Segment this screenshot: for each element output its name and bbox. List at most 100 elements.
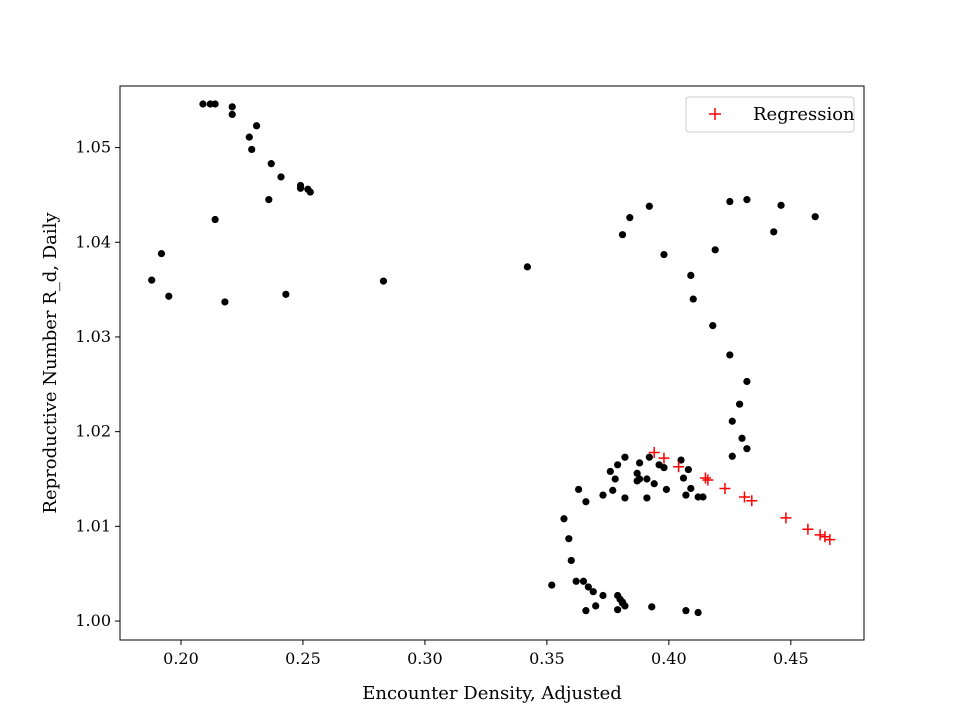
data-point [645,453,653,461]
legend-box [685,96,855,133]
x-tick-label: 0.30 [407,649,443,668]
data-point [726,351,734,359]
data-point [735,400,744,408]
data-point [743,377,751,386]
regression-point [824,534,836,546]
data-point [728,452,736,460]
x-tick-label: 0.35 [529,649,565,668]
regression-point [819,531,831,543]
regression-point [658,452,670,464]
data-point [684,465,692,474]
data-point [618,231,627,239]
data-point [645,202,653,210]
data-point [648,603,656,611]
y-tick-label: 1.05 [75,138,111,157]
data-point [548,581,556,589]
legend-plus-marker [709,108,721,120]
regression-point [719,482,731,494]
x-tick-label: 0.45 [773,649,809,668]
regression-point [673,461,685,473]
data-point [379,277,388,285]
data-point [572,577,580,585]
data-point [743,445,751,453]
data-point [248,145,256,154]
y-tick-label: 1.00 [75,611,111,630]
data-point [579,577,588,585]
data-point [660,250,668,259]
data-point [606,467,614,476]
data-point [567,556,575,565]
data-point [296,184,305,192]
data-point [711,246,719,254]
data-point [157,250,166,258]
plot-frame [119,85,865,641]
y-axis: 1.00 1.01 1.02 1.03 1.04 1.05 [75,138,120,630]
data-point [643,494,651,502]
regression-point [738,491,750,503]
data-point [589,588,597,596]
data-point [165,292,173,300]
y-tick-label: 1.04 [75,232,111,251]
data-point [614,606,622,614]
data-point [592,602,600,610]
data-point [709,321,717,330]
data-point [694,608,702,617]
data-point [565,535,573,543]
data-point [267,160,275,168]
data-point [582,607,590,615]
x-tick-label: 0.20 [163,649,199,668]
data-point [306,188,314,196]
data-point [679,474,688,482]
x-tick-label: 0.25 [285,649,321,668]
data-point [633,477,641,485]
data-point [560,515,568,523]
data-point [574,485,583,494]
y-tick-label: 1.02 [75,422,111,441]
regression-point [699,472,711,484]
data-point [655,461,663,469]
data-point [584,583,592,591]
data-point [599,591,607,600]
data-point [633,469,641,477]
data-point [743,196,751,204]
legend-entry-regression: Regression [753,104,855,125]
legend: Regression [685,96,855,133]
regression-point [814,529,826,541]
data-point [687,484,695,493]
data-point [277,173,285,181]
data-point [635,459,644,467]
x-axis-label: Encounter Density, Adjusted [362,683,622,704]
regression-point [648,446,660,458]
data-point [265,196,273,204]
data-point [523,263,531,271]
data-point [650,480,658,488]
data-point [611,475,619,483]
data-point [211,215,219,224]
data-point [614,461,622,469]
data-point [682,491,690,499]
data-point [777,201,785,209]
data-point [618,598,627,606]
data-point [738,434,746,442]
data-point [599,491,607,499]
data-points-layer [148,100,836,617]
data-point [643,475,651,483]
data-point [662,485,671,494]
data-point [211,100,219,108]
data-point [728,417,736,425]
regression-point [802,523,814,535]
x-axis: 0.20 0.25 0.30 0.35 0.40 0.45 [163,640,809,668]
data-point [770,228,778,236]
x-tick-label: 0.40 [651,649,687,668]
data-point [621,453,629,461]
data-point [699,493,707,501]
data-point [282,290,290,298]
data-point [228,110,236,119]
y-tick-label: 1.01 [75,516,111,535]
data-point [811,213,819,221]
data-point [253,122,261,130]
data-point [148,276,156,284]
regression-point [780,512,792,524]
